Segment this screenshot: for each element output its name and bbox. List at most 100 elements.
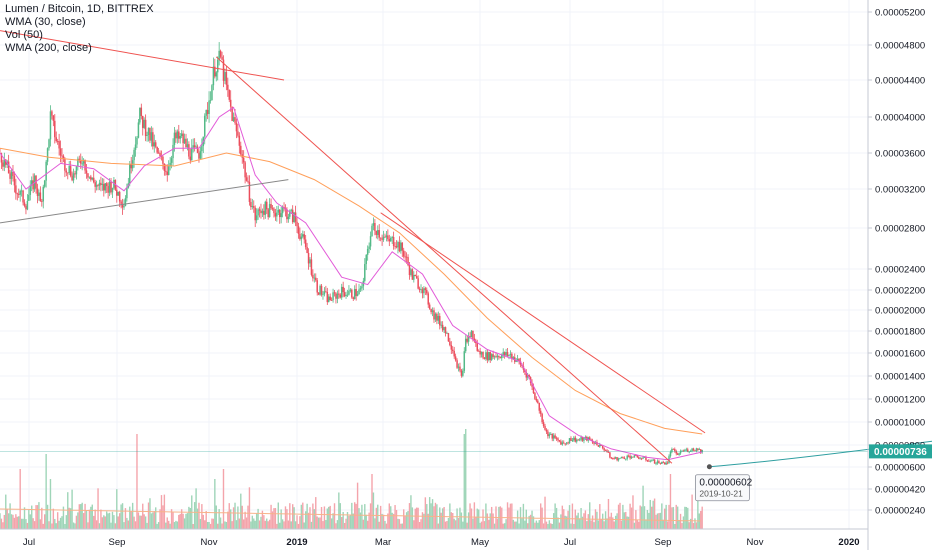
volume-bar <box>58 520 60 529</box>
volume-bar <box>521 518 523 529</box>
candle-body <box>632 456 634 458</box>
candle-body <box>276 212 278 217</box>
x-tick-label: Sep <box>655 537 672 548</box>
volume-bar <box>403 509 405 529</box>
candle-body <box>77 158 79 167</box>
candle-body <box>479 350 481 355</box>
volume-bar <box>215 505 217 529</box>
candle-body <box>382 236 385 240</box>
candle-body <box>72 173 75 181</box>
volume-bar <box>358 508 360 529</box>
candle-body <box>440 324 442 326</box>
volume-bar <box>643 506 646 529</box>
candle-body <box>650 460 653 462</box>
candle-body <box>182 133 184 144</box>
y-tick-label: 0.00002400 <box>875 265 925 276</box>
legend-wma200[interactable]: WMA (200, close) <box>5 42 92 54</box>
y-tick-label: 0.00004800 <box>875 41 925 52</box>
candle-body <box>100 182 102 185</box>
candle-body <box>645 457 647 461</box>
candle-body <box>267 209 269 218</box>
legend-symbol[interactable]: Lumen / Bitcoin, 1D, BITTREX <box>5 3 154 15</box>
volume-bar <box>388 503 391 529</box>
volume-bar <box>584 510 587 529</box>
volume-bar <box>589 502 591 529</box>
volume-bar <box>114 523 117 529</box>
volume-bar <box>622 504 624 529</box>
volume-bar <box>329 505 331 529</box>
volume-bar <box>636 520 639 529</box>
candle-body <box>476 343 479 351</box>
candle-body <box>613 458 615 460</box>
volume-bar <box>610 512 613 529</box>
volume-bar <box>117 516 119 529</box>
candle-body <box>401 242 404 251</box>
candle-body <box>74 173 76 175</box>
candle-body <box>499 357 502 359</box>
candle-body <box>679 451 682 454</box>
candle-body <box>620 456 623 459</box>
candle-body <box>516 358 519 361</box>
candle-body <box>485 352 487 359</box>
volume-bar <box>674 523 676 529</box>
candle-body <box>258 209 261 211</box>
candle-body <box>555 437 558 439</box>
y-tick-label: 0.00001400 <box>875 372 925 383</box>
volume-bar <box>176 521 179 529</box>
candle-body <box>459 366 461 371</box>
volume-bar <box>550 523 552 529</box>
volume-bar <box>503 523 506 529</box>
candle-body <box>625 458 627 460</box>
volume-bar <box>590 520 592 529</box>
volume-bar <box>361 504 363 529</box>
candle-body <box>415 276 418 279</box>
volume-bar <box>142 503 144 529</box>
candle-body <box>676 453 679 455</box>
candle-body <box>192 145 194 148</box>
volume-bar <box>400 523 402 529</box>
volume-bar <box>276 523 278 529</box>
candle-body <box>600 444 603 446</box>
volume-bar <box>56 512 59 529</box>
volume-bar <box>245 517 248 529</box>
legend-wma30[interactable]: WMA (30, close) <box>5 16 86 28</box>
volume-ma-line <box>0 508 701 522</box>
candle-body <box>299 233 301 240</box>
volume-bar <box>279 522 281 529</box>
candle-body <box>71 175 73 181</box>
candle-body <box>173 132 176 145</box>
volume-bar <box>617 504 620 529</box>
candle-body <box>490 354 493 360</box>
candle-body <box>348 290 350 295</box>
volume-bar <box>126 517 128 529</box>
volume-bar <box>620 520 623 529</box>
volume-bar <box>35 505 37 529</box>
volume-bar <box>116 489 118 529</box>
volume-bar <box>496 518 499 529</box>
volume-bar <box>39 519 42 529</box>
candle-body <box>17 193 20 195</box>
candle-body <box>167 166 170 175</box>
candle-body <box>16 193 19 195</box>
volume-bar <box>280 509 282 529</box>
candle-body <box>335 293 337 299</box>
candle-body <box>124 198 127 207</box>
candle-body <box>473 338 476 341</box>
candle-body <box>423 288 425 294</box>
candle-body <box>557 438 559 441</box>
candle-body <box>61 155 63 157</box>
legend-volume[interactable]: Vol (50) <box>5 29 43 41</box>
volume-bar <box>293 507 295 529</box>
volume-bar <box>237 506 239 529</box>
candle-body <box>117 191 119 196</box>
x-tick-label: Jul <box>23 537 35 548</box>
candle-body <box>552 435 555 439</box>
candle-body <box>103 183 105 191</box>
candle-body <box>433 310 435 320</box>
candle-body <box>178 131 180 139</box>
y-tick-label: 0.00001800 <box>875 327 925 338</box>
candle-body <box>159 152 161 157</box>
candle-body <box>19 190 21 195</box>
candle-body <box>413 274 415 280</box>
